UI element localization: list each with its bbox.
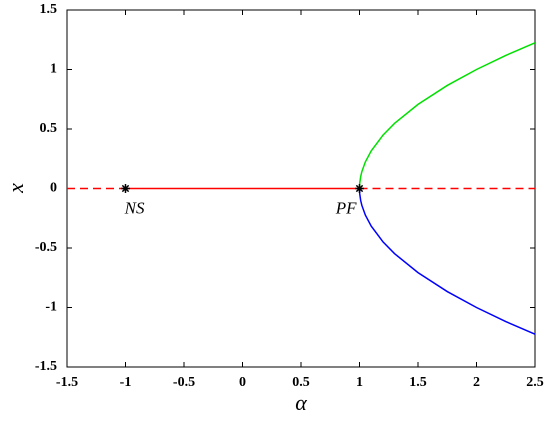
point-marker <box>355 184 364 193</box>
x-tick-label: -1 <box>120 375 132 390</box>
x-tick-label: 1.5 <box>409 375 427 390</box>
y-tick-label: -1 <box>45 300 57 315</box>
y-tick-label: -0.5 <box>35 240 57 255</box>
point-marker <box>121 184 130 193</box>
curve <box>358 188 536 335</box>
y-tick-label: 1.5 <box>40 2 58 17</box>
y-tick-label: 0 <box>50 181 57 196</box>
x-tick-label: 1 <box>356 375 363 390</box>
curve <box>358 42 536 189</box>
y-tick-label: -1.5 <box>35 359 57 374</box>
point-label: PF <box>335 199 357 218</box>
y-tick-label: 0.5 <box>40 121 58 136</box>
x-tick-label: -1.5 <box>56 375 78 390</box>
x-axis-label: α <box>295 390 307 415</box>
y-axis-label: x <box>3 183 28 194</box>
x-tick-label: 2 <box>473 375 480 390</box>
x-tick-label: -0.5 <box>173 375 195 390</box>
point-label: NS <box>124 199 145 218</box>
y-tick-label: 1 <box>50 62 57 77</box>
x-tick-label: 0.5 <box>292 375 310 390</box>
x-tick-label: 0 <box>239 375 246 390</box>
x-tick-label: 2.5 <box>526 375 544 390</box>
